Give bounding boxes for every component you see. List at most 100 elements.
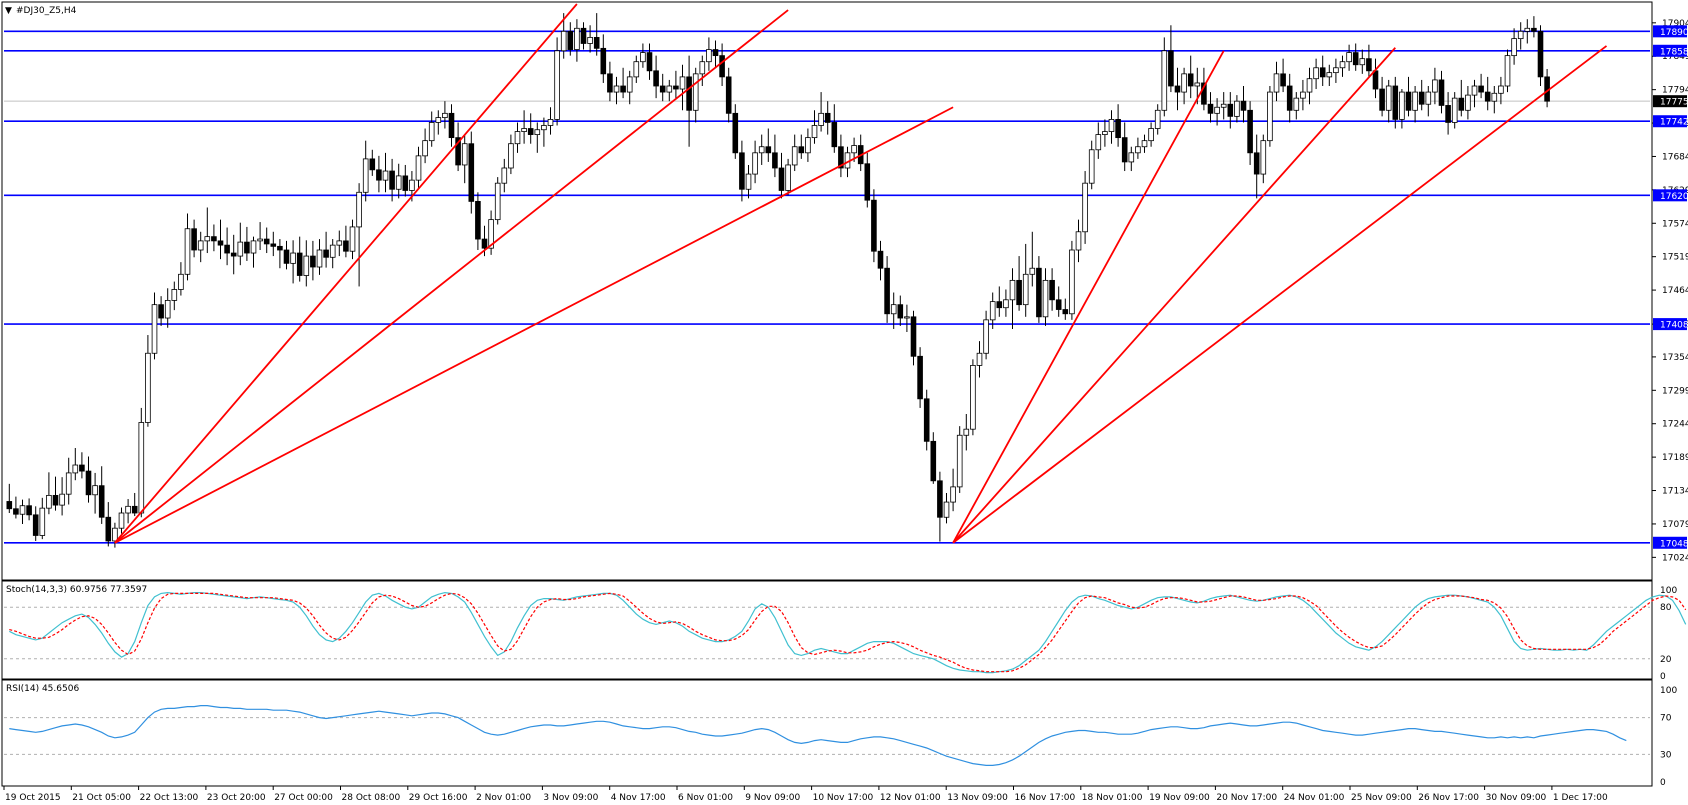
candle-body — [1498, 85, 1504, 94]
candle-body — [937, 480, 943, 518]
candle-body — [1484, 91, 1491, 102]
candle-body — [283, 249, 290, 264]
price-tick-label: 17079 — [1662, 520, 1688, 530]
candle-body — [633, 61, 640, 78]
candle-body — [1333, 67, 1339, 74]
candle-body — [1300, 91, 1306, 99]
dropdown-arrow-icon[interactable]: ▼ — [5, 6, 12, 16]
candle-body — [1135, 146, 1141, 154]
candle-body — [706, 49, 712, 63]
candle-body — [1359, 58, 1366, 66]
indicator-tick-label: 100 — [1660, 686, 1677, 696]
candle-body — [461, 143, 468, 166]
candle-body — [85, 470, 92, 496]
candle-body — [191, 228, 197, 251]
candle-body — [897, 304, 904, 319]
candle-body — [679, 76, 686, 90]
candle-body — [1372, 70, 1379, 90]
candle-body — [1187, 73, 1194, 87]
level-price-tags: 17890 17858 17742 17620 17408 17048 17775 — [1653, 25, 1688, 549]
level-tag — [1653, 536, 1687, 549]
price-tick-label: 17189 — [1662, 453, 1688, 463]
candle-body — [1458, 97, 1465, 111]
time-tick-label: 2 Nov 01:00 — [476, 793, 531, 803]
candle-body — [6, 501, 13, 510]
fan-trendline — [952, 45, 1608, 544]
candle-body — [1399, 91, 1405, 120]
candle-body — [1491, 92, 1498, 102]
candle-body — [1392, 85, 1399, 120]
level-tag-label: 17620 — [1660, 192, 1688, 202]
candle-body — [1273, 73, 1280, 93]
candle-body — [442, 112, 448, 118]
candle-body — [659, 85, 666, 93]
fan-trendline — [952, 50, 1225, 544]
candle-body — [39, 507, 46, 536]
candle-body — [475, 201, 481, 240]
candle-body — [1062, 309, 1069, 315]
price-tick-label: 17849 — [1662, 52, 1688, 62]
candle-body — [1003, 299, 1009, 309]
fan-trendline — [114, 9, 789, 544]
time-tick-label: 21 Oct 05:00 — [72, 793, 131, 803]
indicator-tick-label: 80 — [1660, 603, 1672, 613]
candle-body — [409, 179, 415, 191]
candle-body — [257, 238, 263, 242]
candle-body — [217, 240, 224, 246]
price-tick-label: 17794 — [1662, 86, 1688, 96]
candle-body — [1181, 73, 1187, 93]
candle-body — [277, 245, 283, 251]
candle-body — [1267, 91, 1273, 142]
main-pane-frame — [1, 1, 1653, 581]
candle-body — [1286, 85, 1293, 111]
candle-body — [52, 494, 59, 506]
candle-body — [112, 527, 118, 542]
stochastic-oscillator: 100 80 20 0 — [4, 586, 1687, 682]
candle-body — [1141, 140, 1148, 148]
candle-body — [244, 241, 250, 254]
price-tick-label: 17464 — [1662, 286, 1688, 296]
candle-body — [970, 365, 976, 430]
candle-body — [389, 170, 395, 190]
indicator-tick-label: 0 — [1660, 778, 1666, 788]
candle-body — [620, 85, 626, 93]
candle-body — [1260, 140, 1267, 175]
candle-body — [1405, 91, 1412, 111]
candle-body — [1082, 182, 1088, 233]
candle-body — [1194, 82, 1201, 87]
candle-body — [197, 240, 204, 251]
time-tick-label: 13 Nov 09:00 — [947, 793, 1008, 803]
candle-body — [1352, 52, 1359, 66]
candle-body — [521, 128, 527, 132]
candle-body — [1075, 231, 1082, 251]
candle-body — [501, 167, 508, 184]
price-tick-label: 17134 — [1662, 487, 1688, 497]
candle-body — [349, 226, 356, 252]
level-tag — [1653, 44, 1687, 57]
candle-body — [1346, 52, 1352, 63]
candle-body — [1049, 279, 1055, 301]
rsi-pane-frame — [1, 679, 1653, 787]
candle-body — [541, 125, 547, 131]
candle-body — [1069, 249, 1075, 315]
candle-body — [785, 164, 791, 191]
horizontal-levels — [4, 30, 1650, 544]
candle-body — [402, 175, 409, 191]
candle-body — [1220, 103, 1227, 108]
candle-body — [468, 143, 475, 202]
candle-body — [343, 240, 349, 252]
price-tick-label: 17244 — [1662, 420, 1688, 430]
time-tick-label: 23 Oct 20:00 — [207, 793, 266, 803]
candle-body — [956, 434, 963, 488]
candle-body — [805, 137, 811, 154]
candle-body — [917, 355, 923, 400]
time-tick-label: 19 Oct 2015 — [5, 793, 61, 803]
price-tick-label: 17354 — [1662, 353, 1688, 363]
level-tag-label: 17890 — [1660, 28, 1688, 38]
candle-body — [904, 316, 910, 319]
time-tick-label: 16 Nov 17:00 — [1015, 793, 1076, 803]
candle-body — [204, 236, 211, 242]
candle-body — [1102, 131, 1108, 135]
candle-body — [1537, 30, 1544, 78]
